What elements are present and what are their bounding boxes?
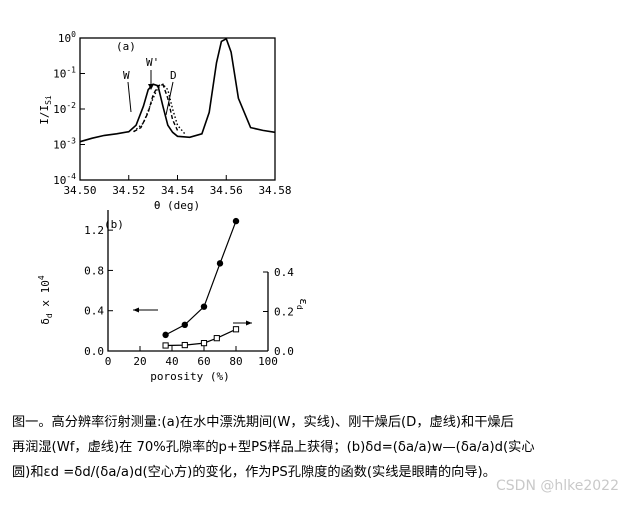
caption-line-1: 图一。高分辨率衍射测量:(a)在水中漂洗期间(W，实线)、刚干燥后(D，虚线)和… xyxy=(12,415,514,430)
panel-a-ylabel: I/ISi xyxy=(38,95,53,125)
panel-a-label: (a) xyxy=(116,40,136,53)
x-tick-label: 34.56 xyxy=(210,184,243,197)
data-point-open-square xyxy=(200,340,208,347)
y-tick-label: 10-4 xyxy=(53,172,76,187)
series-circle-guide-line xyxy=(165,220,237,336)
x-tick-label: 34.52 xyxy=(112,184,145,197)
annotation-W-prime-arrowhead xyxy=(148,84,154,90)
series-square-guide-line xyxy=(165,328,237,347)
y-tick-label: 10-2 xyxy=(53,101,76,116)
panel-b: 0 20 40 60 80 100 0.00.40.81.2 0.00.20.4 (b) … xyxy=(37,210,310,383)
right-axis-arrowhead xyxy=(246,320,252,326)
left-axis-arrowhead xyxy=(133,307,139,313)
x-tick-label: 34.54 xyxy=(161,184,194,197)
annotation-W-pointer xyxy=(127,81,132,113)
data-point-open-square xyxy=(232,326,240,333)
annotation-D: D xyxy=(170,69,177,82)
data-point-filled-circle xyxy=(232,217,240,225)
x-tick-label: 40 xyxy=(165,355,178,368)
y-left-tick-label: 0.8 xyxy=(84,264,104,277)
panel-a-xlabel: θ (deg) xyxy=(154,199,200,212)
figure: 34.50 34.52 34.54 34.56 34.58 100 10-1 10-2 10-… xyxy=(37,30,310,383)
panel-b-label: (b) xyxy=(104,218,124,231)
annotation-D-pointer xyxy=(165,81,174,116)
panel-a-frame xyxy=(79,37,276,181)
y-left-tick-label: 1.2 xyxy=(84,224,104,237)
x-tick-label: 80 xyxy=(229,355,242,368)
x-tick-label: 0 xyxy=(105,355,112,368)
data-point-filled-circle xyxy=(216,260,224,267)
y-tick-label: 10-1 xyxy=(53,66,76,81)
y-tick-label: 10-3 xyxy=(53,137,76,152)
annotation-W-prime: W' xyxy=(146,56,159,69)
caption-line-3: 圆)和εd =δd/(δa/a)d(空心方)的变化，作为PS孔隙度的函数(实线是… xyxy=(12,465,496,480)
watermark: CSDN @hlke2022 xyxy=(496,478,619,494)
panel-b-axes xyxy=(107,210,268,352)
data-point-open-square xyxy=(213,335,220,342)
panel-b-left-ylabel: δd x 104 xyxy=(37,275,54,325)
data-point-filled-circle xyxy=(162,331,169,339)
x-tick-label: 34.50 xyxy=(63,184,96,197)
data-point-filled-circle xyxy=(181,321,188,329)
series-dashed-line xyxy=(133,83,179,133)
y-left-tick-label: 0.4 xyxy=(84,305,104,318)
annotation-W: W xyxy=(123,69,130,82)
x-tick-label: 34.58 xyxy=(258,184,291,197)
y-tick-label: 100 xyxy=(58,30,76,45)
data-point-open-square xyxy=(181,341,188,349)
series-solid-line xyxy=(79,37,276,143)
x-tick-label: 60 xyxy=(197,355,210,368)
y-right-tick-label: 0.2 xyxy=(274,306,294,319)
data-point-filled-circle xyxy=(200,303,208,310)
y-left-tick-label: 0.0 xyxy=(84,345,104,358)
panel-b-xlabel: porosity (%) xyxy=(150,370,229,383)
caption-line-2: 再润湿(Wf，虚线)在 70%孔隙率的p+型PS样品上获得；(b)δd=(δa/… xyxy=(12,440,535,455)
data-point-open-square xyxy=(162,342,169,349)
y-right-tick-label: 0.0 xyxy=(274,345,294,358)
panel-a: 34.50 34.52 34.54 34.56 34.58 100 10-1 10-2 10-… xyxy=(38,30,292,212)
x-tick-label: 20 xyxy=(133,355,146,368)
panel-b-right-ylabel: εd xyxy=(295,298,310,310)
y-right-tick-label: 0.4 xyxy=(274,266,294,279)
x-tick-label: 100 xyxy=(258,355,278,368)
figure-caption: 图一。高分辨率衍射测量:(a)在水中漂洗期间(W，实线)、刚干燥后(D，虚线)和… xyxy=(12,410,622,485)
